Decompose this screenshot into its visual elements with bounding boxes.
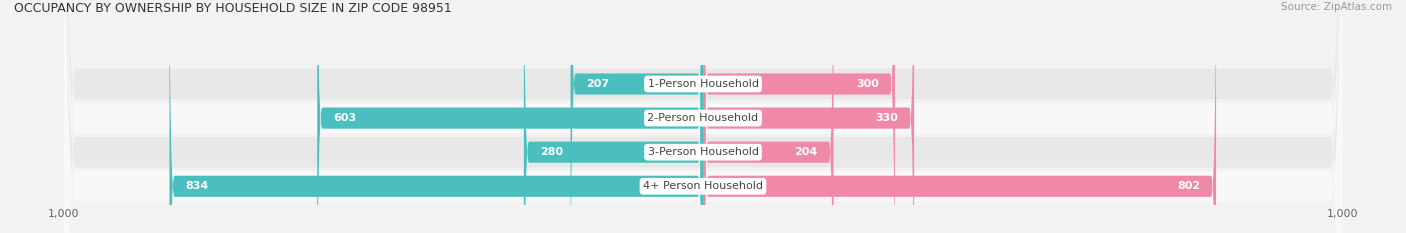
FancyBboxPatch shape [703,0,914,233]
FancyBboxPatch shape [571,0,703,233]
FancyBboxPatch shape [63,0,1343,233]
FancyBboxPatch shape [524,0,703,233]
Text: 2-Person Household: 2-Person Household [647,113,759,123]
Text: 4+ Person Household: 4+ Person Household [643,181,763,191]
FancyBboxPatch shape [318,0,703,233]
FancyBboxPatch shape [703,0,834,233]
Text: 1-Person Household: 1-Person Household [648,79,758,89]
Text: 834: 834 [186,181,208,191]
FancyBboxPatch shape [703,0,1216,233]
FancyBboxPatch shape [63,0,1343,233]
Text: 207: 207 [586,79,610,89]
Text: 802: 802 [1177,181,1201,191]
FancyBboxPatch shape [63,0,1343,233]
FancyBboxPatch shape [63,0,1343,233]
Text: OCCUPANCY BY OWNERSHIP BY HOUSEHOLD SIZE IN ZIP CODE 98951: OCCUPANCY BY OWNERSHIP BY HOUSEHOLD SIZE… [14,2,451,15]
Text: 280: 280 [540,147,562,157]
Text: 3-Person Household: 3-Person Household [648,147,758,157]
Text: Source: ZipAtlas.com: Source: ZipAtlas.com [1281,2,1392,12]
Text: 204: 204 [794,147,817,157]
Text: 330: 330 [876,113,898,123]
Text: 300: 300 [856,79,879,89]
FancyBboxPatch shape [170,0,703,233]
FancyBboxPatch shape [703,0,896,233]
Text: 603: 603 [333,113,356,123]
